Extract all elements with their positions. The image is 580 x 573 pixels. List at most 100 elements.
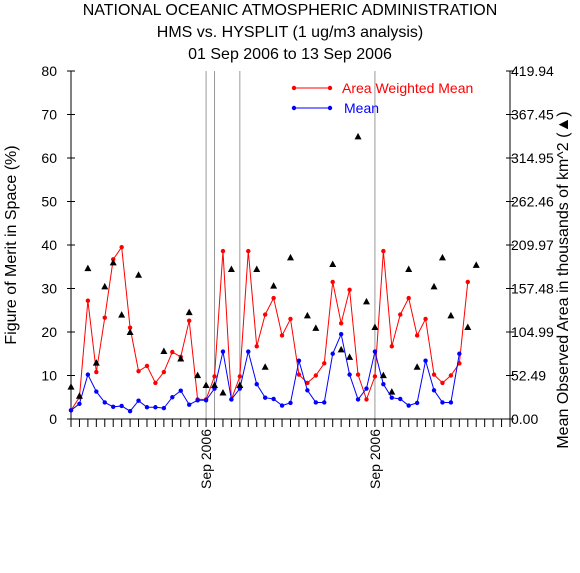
left-axis-title: Figure of Merit in Space (%) — [3, 145, 20, 344]
mean-observed-area-marker — [413, 363, 421, 370]
mean-observed-area-marker — [447, 311, 455, 319]
right-tick-label: 52.49 — [511, 368, 546, 384]
right-tick-label: 262.46 — [511, 194, 554, 210]
mean-observed-area-marker — [287, 253, 294, 261]
left-tick-label: 60 — [41, 150, 57, 166]
legend: Area Weighted Mean Mean — [291, 80, 473, 116]
mean-point — [279, 403, 285, 408]
mean-observed-area-marker — [202, 381, 210, 389]
mean-observed-area-marker — [236, 381, 244, 389]
mean-point — [313, 400, 319, 405]
mean-observed-area-marker — [379, 371, 387, 379]
mean-observed-area-marker — [211, 381, 219, 389]
area-weighted-mean-point — [355, 372, 361, 377]
mean-observed-area-marker — [67, 383, 75, 390]
mean-point — [195, 398, 200, 403]
area-weighted-mean-point — [262, 312, 268, 317]
area-weighted-mean-line — [70, 245, 469, 411]
mean-point — [262, 395, 268, 400]
title-line-3: 01 Sep 2006 to 13 Sep 2006 — [188, 46, 392, 63]
right-axis-title: Mean Observed Area in thousands of km^2 … — [555, 111, 572, 448]
mean-observed-area-marker — [430, 282, 438, 290]
area-weighted-mean-point — [296, 372, 302, 377]
mean-point — [330, 351, 335, 356]
mean-observed-area-marker — [346, 353, 354, 360]
mean-point — [296, 358, 302, 363]
mean-observed-area-marker — [261, 363, 269, 370]
vertical-guide-lines — [205, 71, 376, 419]
mean-point — [406, 403, 411, 408]
mean-observed-area-marker — [135, 271, 143, 278]
area-weighted-mean-point — [338, 321, 344, 326]
area-weighted-mean-point — [212, 374, 217, 379]
right-tick-label: 314.95 — [511, 150, 554, 166]
mean-point — [457, 351, 462, 356]
area-weighted-mean-point — [465, 279, 470, 285]
area-weighted-mean-point — [170, 349, 175, 355]
area-weighted-mean-point — [414, 333, 420, 338]
mean-observed-area-marker — [101, 282, 109, 290]
mean-point — [170, 395, 175, 400]
area-weighted-mean-point — [85, 298, 91, 303]
mean-observed-area-marker — [109, 258, 117, 266]
mean-point — [389, 395, 395, 400]
bottom-tick-label: Sep 2006 — [367, 429, 383, 489]
mean-point — [153, 405, 158, 410]
area-weighted-mean-point — [144, 363, 150, 369]
axes — [70, 71, 511, 420]
mean-point — [246, 349, 251, 354]
area-weighted-mean-point — [372, 374, 378, 379]
title-line-1: NATIONAL OCEANIC ATMOSPHERIC ADMINISTRAT… — [83, 2, 498, 19]
area-weighted-mean-point — [313, 373, 319, 378]
mean-observed-area-marker — [92, 359, 100, 366]
area-weighted-mean-point — [347, 287, 352, 293]
mean-observed-area-marker — [84, 264, 92, 272]
mean-observed-area-marker — [227, 265, 235, 273]
mean-observed-area-marker — [438, 253, 446, 261]
right-tick-label: 209.97 — [511, 237, 554, 253]
legend-marker — [327, 85, 333, 91]
mean-point — [338, 331, 344, 337]
area-weighted-mean-point — [153, 380, 158, 386]
area-weighted-mean-point — [94, 369, 99, 375]
mean-point — [254, 382, 259, 387]
mean-point — [355, 397, 361, 402]
mean-point — [111, 404, 116, 410]
area-weighted-mean-point — [279, 333, 285, 338]
mean-point — [94, 389, 99, 394]
right-tick-label: 157.48 — [511, 281, 554, 297]
right-tick-label: 104.99 — [511, 324, 554, 340]
mean-point — [127, 408, 133, 414]
mean-observed-area-marker — [75, 392, 83, 399]
bottom-tick-label: Sep 2006 — [198, 429, 214, 489]
mean-point — [144, 405, 150, 410]
mean-point — [178, 388, 183, 393]
area-weighted-mean-point — [381, 248, 386, 254]
area-weighted-mean-point — [423, 316, 428, 322]
area-weighted-mean-point — [440, 380, 445, 386]
mean-point — [203, 398, 209, 403]
mean-observed-area-marker — [219, 388, 227, 396]
left-tick-label: 40 — [41, 237, 57, 253]
mean-point — [322, 400, 327, 405]
area-weighted-mean-point — [431, 372, 437, 377]
mean-observed-area-marker — [303, 311, 311, 319]
left-tick-label: 30 — [41, 281, 57, 297]
mean-observed-area-marker — [371, 323, 379, 331]
mean-observed-area-marker — [270, 282, 278, 289]
area-weighted-mean-point — [186, 318, 192, 323]
area-weighted-mean-point — [127, 325, 133, 330]
mean-observed-area-marker — [160, 347, 168, 355]
legend-label: Area Weighted Mean — [342, 80, 473, 96]
mean-point — [271, 396, 276, 402]
mean-observed-area-marker — [194, 371, 202, 379]
right-tick-label: 0.00 — [511, 411, 538, 427]
mean-observed-area-marker — [118, 311, 126, 318]
left-tick-label: 50 — [41, 194, 57, 210]
left-tick-label: 70 — [41, 107, 57, 123]
mean-observed-area-marker — [312, 324, 320, 331]
mean-point — [440, 400, 445, 405]
area-weighted-mean-point — [398, 312, 403, 317]
area-weighted-mean-point — [364, 397, 369, 402]
